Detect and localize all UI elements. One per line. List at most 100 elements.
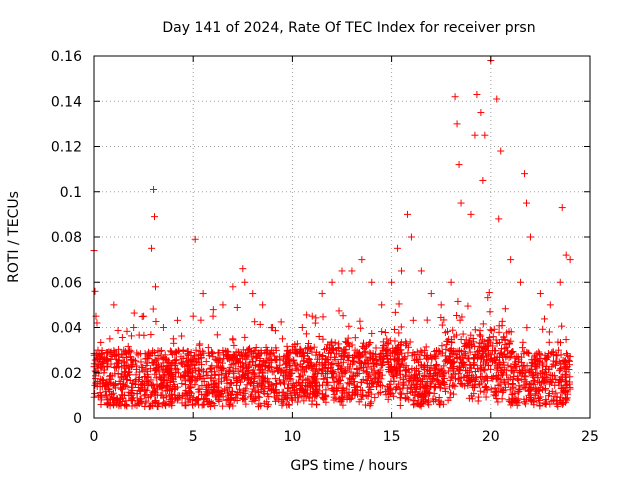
- band-point: [294, 398, 302, 406]
- band-point: [415, 351, 423, 359]
- band-point: [240, 395, 248, 403]
- band-point: [356, 317, 364, 325]
- y-tick-label: 0.04: [51, 321, 82, 337]
- band-point: [405, 395, 413, 403]
- data-point: [407, 233, 415, 241]
- band-point: [391, 337, 399, 345]
- band-point: [453, 311, 461, 319]
- data-point: [318, 290, 326, 298]
- band-point: [213, 331, 221, 339]
- band-point: [260, 389, 268, 397]
- band-point: [523, 324, 531, 332]
- band-point: [518, 344, 526, 352]
- data-point: [93, 319, 101, 327]
- band-point: [319, 313, 327, 321]
- band-point: [494, 398, 502, 406]
- band-point: [471, 326, 479, 334]
- band-point: [470, 390, 478, 398]
- data-point: [94, 346, 102, 354]
- band-point: [133, 349, 141, 357]
- band-point: [344, 379, 352, 387]
- band-point: [332, 395, 340, 403]
- data-point: [249, 290, 257, 298]
- band-point: [381, 328, 389, 336]
- band-point: [339, 312, 347, 320]
- data-point: [427, 290, 435, 298]
- data-point: [398, 267, 406, 275]
- band-point: [249, 385, 257, 393]
- band-point: [202, 358, 210, 366]
- band-point: [315, 333, 323, 341]
- band-point: [378, 382, 386, 390]
- y-tick-label: 0.06: [51, 275, 82, 291]
- band-point: [496, 380, 504, 388]
- band-point: [396, 394, 404, 402]
- data-point: [152, 283, 160, 291]
- band-point: [114, 326, 122, 334]
- data-point: [481, 131, 489, 139]
- band-point: [505, 354, 513, 362]
- data-point: [110, 301, 118, 309]
- chart-title: Day 141 of 2024, Rate Of TEC Index for r…: [162, 20, 535, 36]
- data-point: [521, 170, 529, 178]
- band-point: [268, 357, 276, 365]
- band-point: [230, 341, 238, 349]
- band-point: [436, 384, 444, 392]
- band-point: [197, 316, 205, 324]
- data-point: [159, 324, 167, 331]
- band-point: [345, 322, 353, 330]
- data-point: [471, 131, 479, 139]
- data-point: [517, 278, 525, 286]
- band-point: [155, 399, 163, 407]
- band-point: [456, 316, 464, 324]
- band-point: [562, 336, 570, 344]
- band-point: [196, 340, 204, 348]
- data-point: [497, 147, 505, 155]
- band-point: [123, 327, 131, 335]
- band-point: [351, 334, 359, 342]
- band-point: [147, 331, 155, 339]
- data-points: [90, 57, 574, 411]
- data-point: [209, 312, 217, 320]
- band-point: [121, 349, 129, 357]
- x-tick-label: 15: [383, 429, 401, 445]
- band-point: [438, 342, 446, 350]
- data-point: [403, 210, 411, 218]
- y-tick-label: 0.12: [51, 140, 82, 156]
- data-point: [150, 185, 158, 193]
- band-point: [450, 381, 458, 389]
- band-point: [256, 393, 264, 401]
- data-point: [151, 213, 159, 221]
- band-point: [103, 362, 111, 370]
- band-point: [137, 358, 145, 366]
- band-point: [403, 394, 411, 402]
- data-point: [546, 301, 554, 309]
- band-point: [466, 348, 474, 356]
- band-point: [367, 398, 375, 406]
- band-point: [545, 338, 553, 346]
- y-axis-label: ROTI / TECUs: [6, 191, 22, 283]
- band-point: [427, 382, 435, 390]
- data-point: [473, 90, 481, 98]
- data-point: [447, 278, 455, 286]
- band-point: [438, 321, 446, 329]
- band-point: [366, 349, 374, 357]
- band-point: [442, 345, 450, 353]
- band-point: [447, 389, 455, 397]
- band-point: [152, 317, 160, 325]
- band-point: [147, 392, 155, 400]
- band-point: [391, 308, 399, 316]
- data-point: [388, 278, 396, 286]
- band-point: [97, 338, 105, 346]
- band-point: [138, 364, 146, 372]
- band-point: [458, 313, 466, 321]
- data-point: [562, 251, 570, 259]
- y-tick-label: 0.02: [51, 366, 82, 382]
- data-point: [536, 290, 544, 298]
- band-point: [271, 374, 279, 382]
- data-point: [189, 312, 197, 320]
- band-point: [477, 332, 485, 340]
- band-point: [329, 373, 337, 381]
- band-point: [343, 385, 351, 393]
- band-point: [476, 373, 484, 381]
